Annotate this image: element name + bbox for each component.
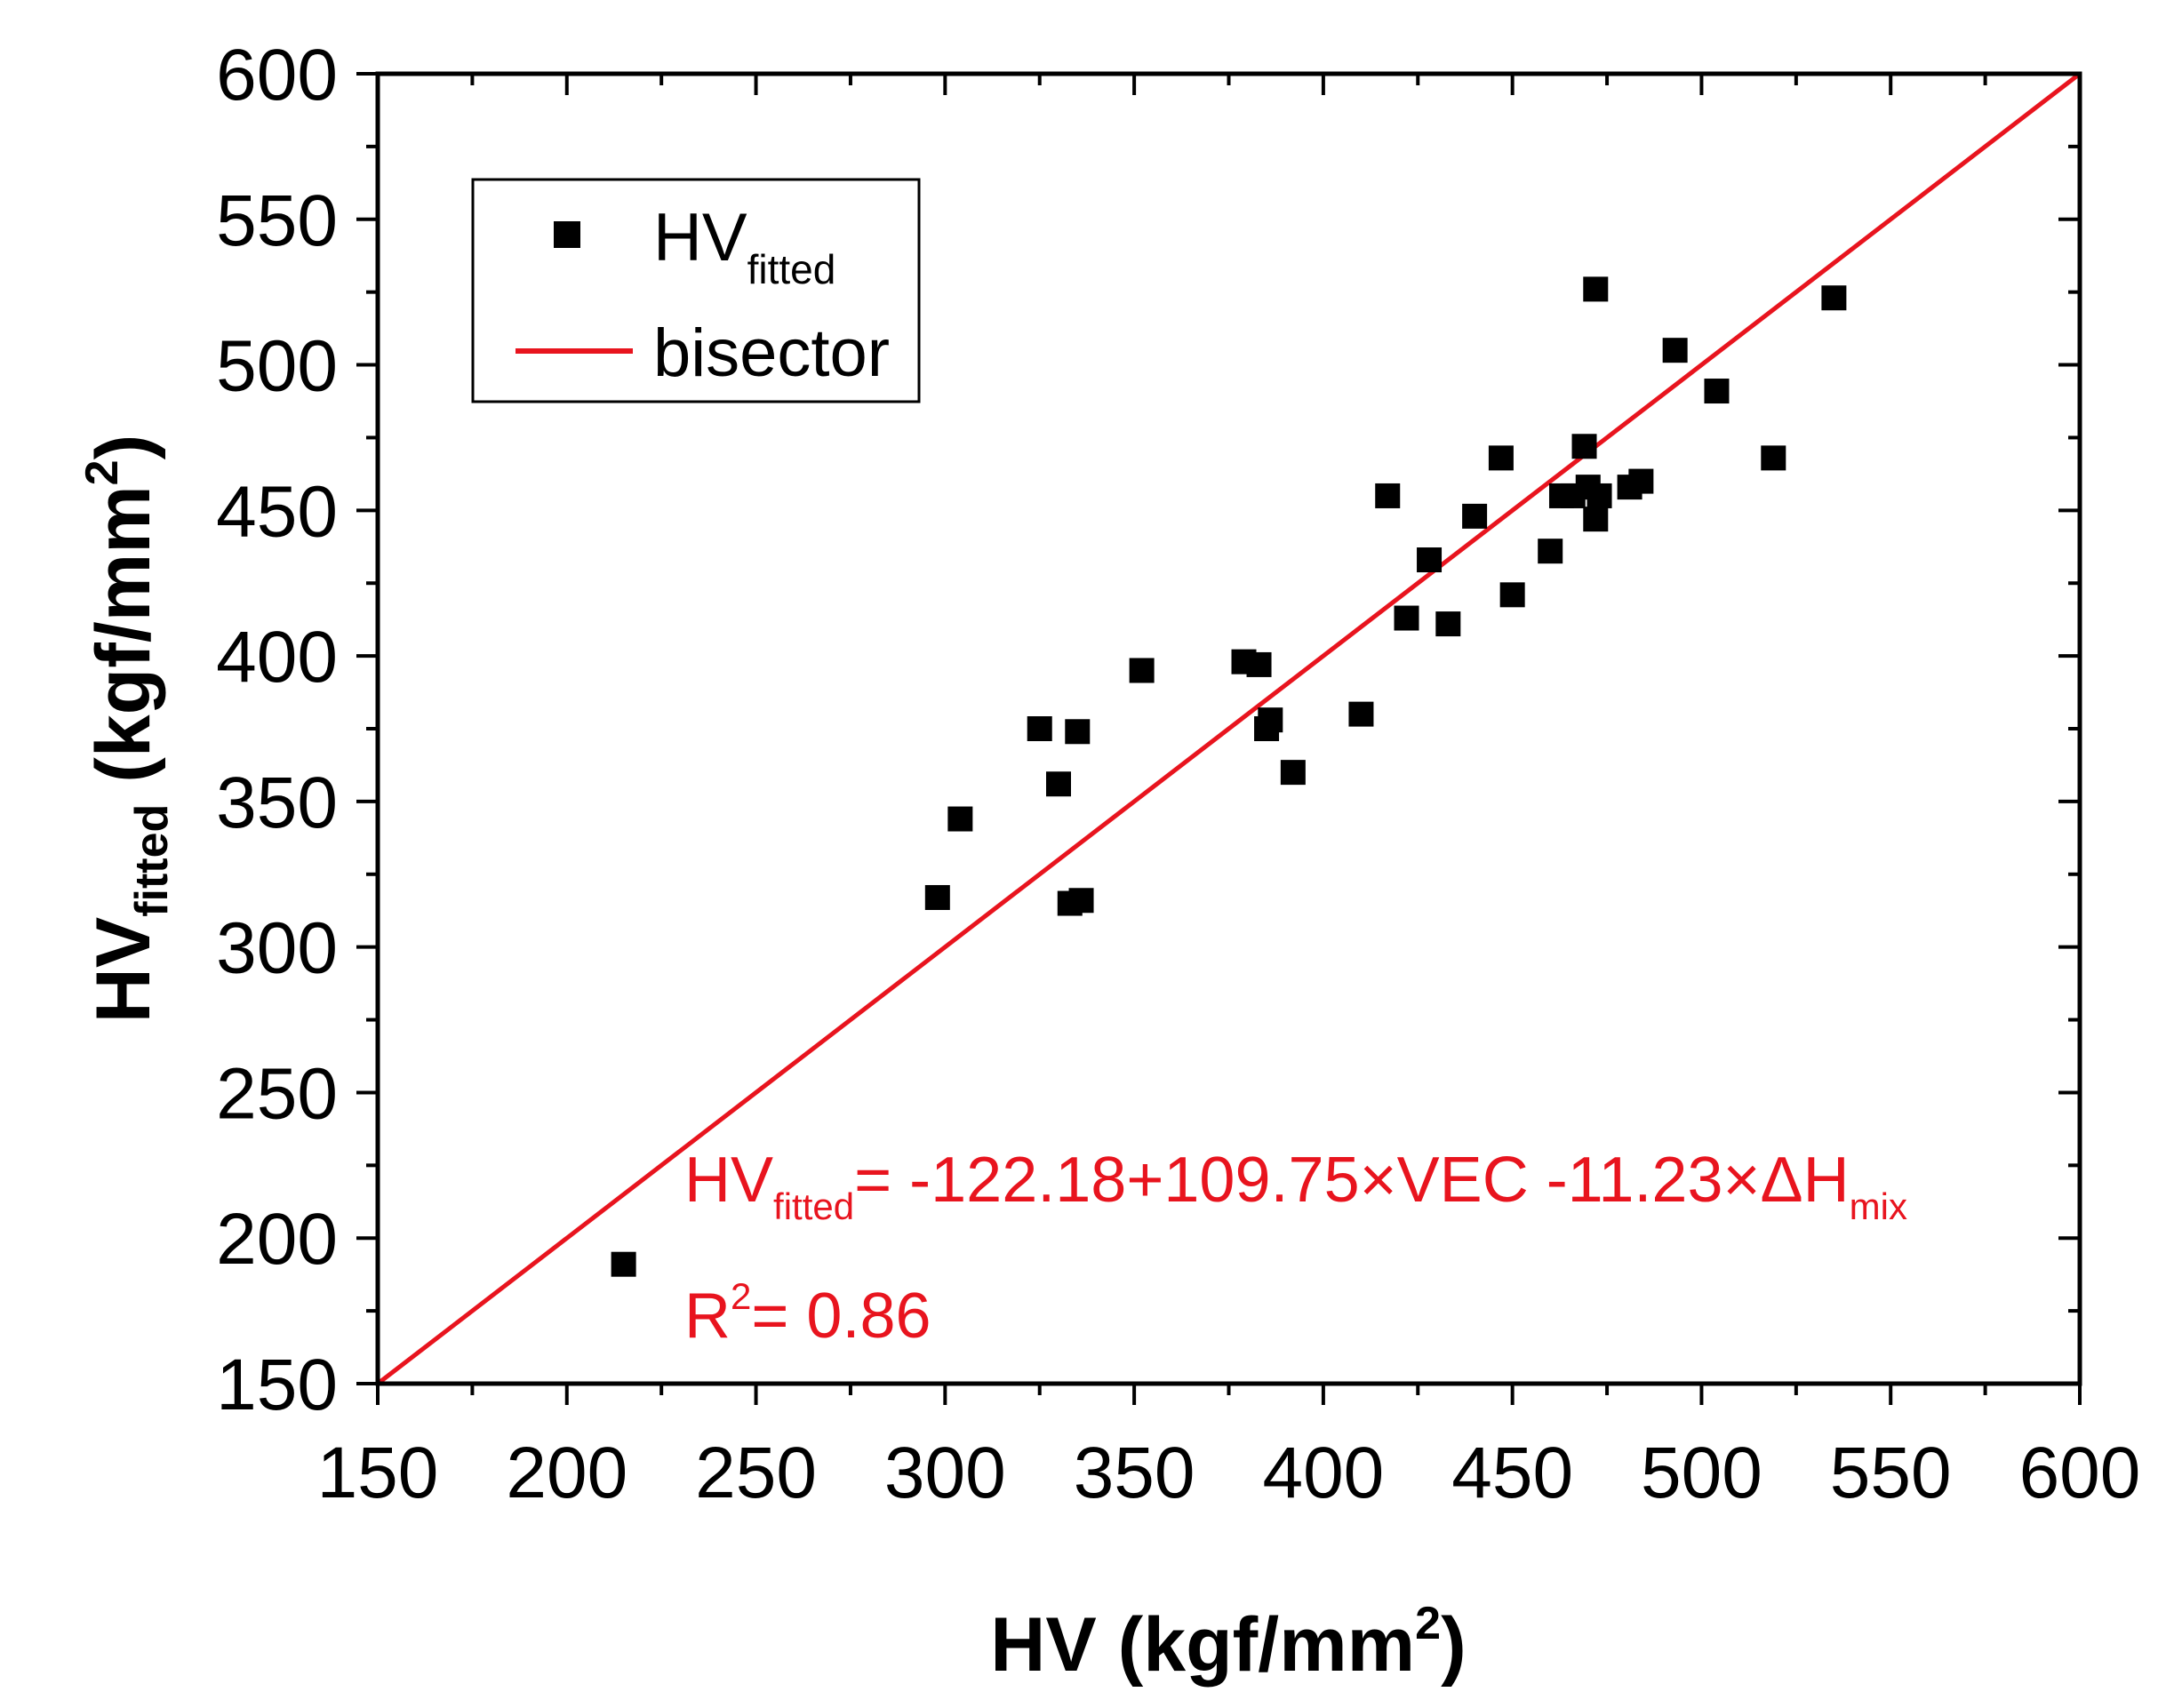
data-point [1375,483,1401,508]
data-point [1488,445,1514,471]
data-point [1761,445,1786,471]
plot-frame [375,71,2082,1386]
legend: HVfitted bisector [471,178,921,403]
y-tick-label: 350 [216,762,338,843]
data-point [1821,285,1847,311]
data-point [1417,547,1443,573]
x-tick-label: 300 [884,1433,1006,1513]
y-tick-label: 250 [216,1053,338,1134]
x-axis-title: HV (kgf/mm2) [990,1598,1466,1688]
y-tick-label: 500 [216,326,338,407]
data-point [924,884,950,910]
data-point [1348,701,1374,727]
legend-box [471,178,921,403]
x-tick-label: 500 [1641,1433,1762,1513]
y-tick-labels: 150 200 250 300 350 400 450 500 550 600 [216,35,338,1425]
data-point [1704,379,1730,404]
data-point [1538,539,1563,564]
data-point [1280,760,1306,786]
data-point [1587,483,1612,508]
x-tick-label: 200 [506,1433,627,1513]
equation-annotation: HVfitted= -122.18+109.75×VEC -11.23×ΔHmi… [684,1145,1907,1227]
r-squared-annotation: R2= 0.86 [684,1275,931,1352]
data-point [1065,719,1091,745]
y-tick-label: 300 [216,908,338,989]
y-tick-label: 200 [216,1199,338,1280]
data-point [1628,468,1654,494]
y-tick-label: 450 [216,471,338,552]
x-tick-label: 550 [1830,1433,1952,1513]
x-tick-labels: 150 200 250 300 350 400 450 500 550 600 [317,1433,2141,1513]
data-point [1068,888,1094,914]
legend-marker-square [554,221,580,248]
data-point [1046,771,1071,797]
data-point [1027,716,1052,741]
data-point [611,1251,636,1277]
x-tick-label: 400 [1262,1433,1384,1513]
scatter-points [611,276,1847,1277]
x-tick-label: 450 [1451,1433,1573,1513]
data-point [1499,582,1525,608]
data-point [1583,507,1609,532]
y-tick-label: 150 [216,1345,338,1425]
y-tick-label: 600 [216,35,338,116]
bisector-line [376,72,2082,1385]
x-tick-label: 150 [317,1433,439,1513]
data-point [1394,605,1419,631]
data-point [1662,338,1688,363]
data-point [1571,434,1597,459]
data-point [1462,503,1488,529]
data-point [1435,611,1461,637]
x-tick-label: 250 [695,1433,817,1513]
x-tick-label: 350 [1074,1433,1195,1513]
y-tick-label: 400 [216,617,338,698]
y-axis-title: HVfitted (kgf/mm2) [76,435,178,1024]
data-point [1246,651,1272,677]
data-point [1258,707,1283,733]
legend-label-bisector: bisector [653,315,890,391]
data-point [947,806,973,832]
data-point [1129,658,1155,683]
x-tick-label: 600 [2019,1433,2141,1513]
legend-label-hv-fitted: HVfitted [653,200,835,292]
y-tick-label: 550 [216,180,338,261]
data-point [1583,276,1609,302]
